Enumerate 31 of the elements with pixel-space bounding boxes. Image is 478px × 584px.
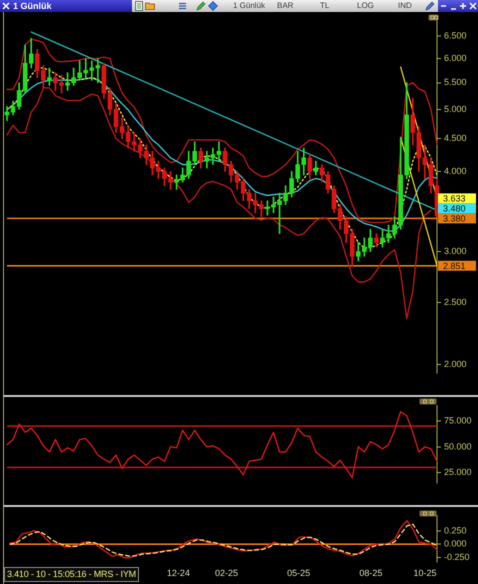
y-tick-label: 25.000 xyxy=(444,467,472,478)
y-tick-label: 5.000 xyxy=(444,104,467,114)
y-tick-label: 75.000 xyxy=(444,415,472,426)
text: BAR xyxy=(277,0,294,12)
y-tick-label: 6.000 xyxy=(444,53,467,64)
y-tick-label: 0.250 xyxy=(444,526,467,536)
text: 3.633 xyxy=(443,193,466,204)
text: 1 Günlük xyxy=(233,0,266,12)
y-tick-label: 2.500 xyxy=(444,296,467,307)
x-tick-label: 12-24 xyxy=(166,568,190,578)
x-tick-label: 02-25 xyxy=(214,568,238,578)
ref-line-label: 2.851 xyxy=(443,260,466,271)
text: LOG xyxy=(357,0,374,12)
x-tick-label: 10-25 xyxy=(413,568,436,578)
chart-title: 1 Günlük xyxy=(13,0,52,12)
y-tick-label: 6.500 xyxy=(444,30,467,41)
x-tick-label: 05-25 xyxy=(287,568,310,578)
text: IND xyxy=(398,0,412,12)
y-tick-label: 3.000 xyxy=(444,246,467,256)
y-tick-label: 4.500 xyxy=(444,133,467,144)
y-tick-label: 5.500 xyxy=(444,77,467,88)
y-tick-label: 0.000 xyxy=(444,538,467,549)
x-tick-label: 08-25 xyxy=(359,568,382,578)
text: 3.410 - 10 - 15:05:16 - MRS - IYM xyxy=(4,567,139,582)
y-tick-label: 50.000 xyxy=(444,441,472,452)
y-tick-label: 2.000 xyxy=(444,359,467,369)
y-tick-label: 4.000 xyxy=(444,166,467,176)
text: 3.480 xyxy=(443,203,466,214)
ref-line-label: 3.380 xyxy=(443,213,466,224)
y-tick-label: -0.250 xyxy=(444,552,470,562)
text: TL xyxy=(320,0,330,12)
